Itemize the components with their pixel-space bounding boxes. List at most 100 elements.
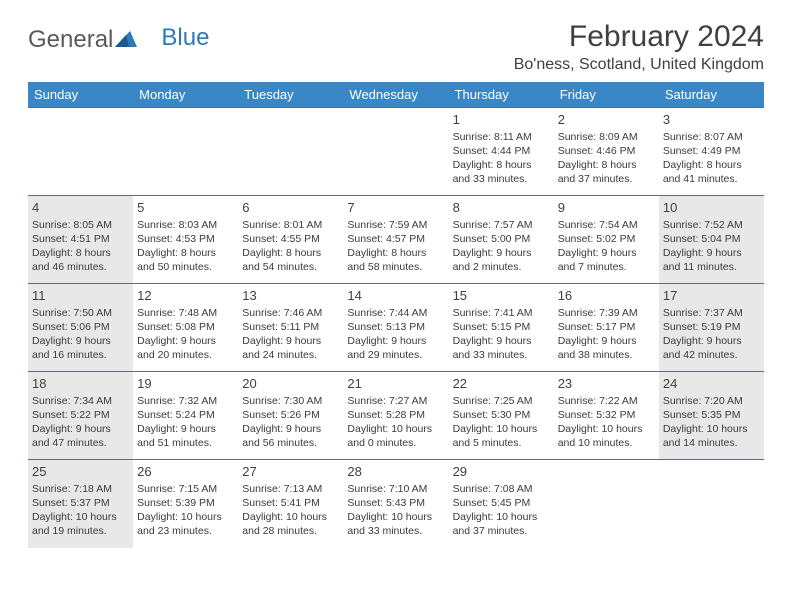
cell-daylight1: Daylight: 9 hours xyxy=(453,334,550,348)
cell-sunset: Sunset: 4:53 PM xyxy=(137,232,234,246)
cell-daylight2: and 47 minutes. xyxy=(32,436,129,450)
calendar-week-row: 18Sunrise: 7:34 AMSunset: 5:22 PMDayligh… xyxy=(28,372,764,460)
calendar-day-cell: 21Sunrise: 7:27 AMSunset: 5:28 PMDayligh… xyxy=(343,372,448,460)
day-number: 25 xyxy=(32,463,129,481)
calendar-day-cell: 15Sunrise: 7:41 AMSunset: 5:15 PMDayligh… xyxy=(449,284,554,372)
calendar-day-cell: 24Sunrise: 7:20 AMSunset: 5:35 PMDayligh… xyxy=(659,372,764,460)
day-number: 19 xyxy=(137,375,234,393)
cell-daylight1: Daylight: 9 hours xyxy=(453,246,550,260)
cell-daylight2: and 16 minutes. xyxy=(32,348,129,362)
cell-daylight2: and 37 minutes. xyxy=(453,524,550,538)
calendar-day-cell: 16Sunrise: 7:39 AMSunset: 5:17 PMDayligh… xyxy=(554,284,659,372)
cell-daylight1: Daylight: 10 hours xyxy=(32,510,129,524)
brand-word1: General xyxy=(28,26,113,54)
cell-daylight1: Daylight: 9 hours xyxy=(558,334,655,348)
day-number: 28 xyxy=(347,463,444,481)
calendar-day-cell xyxy=(659,460,764,548)
cell-daylight1: Daylight: 8 hours xyxy=(137,246,234,260)
cell-daylight1: Daylight: 8 hours xyxy=(242,246,339,260)
cell-daylight2: and 54 minutes. xyxy=(242,260,339,274)
day-number: 21 xyxy=(347,375,444,393)
day-header: Wednesday xyxy=(343,82,448,108)
cell-sunrise: Sunrise: 7:22 AM xyxy=(558,394,655,408)
cell-sunrise: Sunrise: 7:48 AM xyxy=(137,306,234,320)
brand-word2: Blue xyxy=(161,24,209,52)
calendar-day-cell: 20Sunrise: 7:30 AMSunset: 5:26 PMDayligh… xyxy=(238,372,343,460)
cell-sunset: Sunset: 5:30 PM xyxy=(453,408,550,422)
day-number: 27 xyxy=(242,463,339,481)
cell-sunset: Sunset: 5:06 PM xyxy=(32,320,129,334)
cell-daylight2: and 37 minutes. xyxy=(558,172,655,186)
cell-sunrise: Sunrise: 8:05 AM xyxy=(32,218,129,232)
calendar-week-row: 1Sunrise: 8:11 AMSunset: 4:44 PMDaylight… xyxy=(28,108,764,196)
cell-sunset: Sunset: 5:43 PM xyxy=(347,496,444,510)
cell-daylight2: and 58 minutes. xyxy=(347,260,444,274)
cell-daylight1: Daylight: 8 hours xyxy=(663,158,760,172)
day-number: 23 xyxy=(558,375,655,393)
month-title: February 2024 xyxy=(514,20,764,54)
day-number: 24 xyxy=(663,375,760,393)
cell-sunrise: Sunrise: 7:13 AM xyxy=(242,482,339,496)
cell-sunrise: Sunrise: 7:27 AM xyxy=(347,394,444,408)
page-header: General Blue February 2024 Bo'ness, Scot… xyxy=(28,20,764,74)
cell-daylight2: and 56 minutes. xyxy=(242,436,339,450)
cell-daylight1: Daylight: 10 hours xyxy=(663,422,760,436)
cell-sunrise: Sunrise: 8:11 AM xyxy=(453,130,550,144)
calendar-day-cell: 26Sunrise: 7:15 AMSunset: 5:39 PMDayligh… xyxy=(133,460,238,548)
cell-daylight2: and 24 minutes. xyxy=(242,348,339,362)
cell-sunset: Sunset: 5:35 PM xyxy=(663,408,760,422)
cell-sunset: Sunset: 5:13 PM xyxy=(347,320,444,334)
cell-sunrise: Sunrise: 7:50 AM xyxy=(32,306,129,320)
cell-daylight1: Daylight: 9 hours xyxy=(137,334,234,348)
cell-daylight2: and 2 minutes. xyxy=(453,260,550,274)
day-number: 2 xyxy=(558,111,655,129)
cell-daylight2: and 41 minutes. xyxy=(663,172,760,186)
calendar-day-cell: 18Sunrise: 7:34 AMSunset: 5:22 PMDayligh… xyxy=(28,372,133,460)
day-number: 10 xyxy=(663,199,760,217)
day-number: 6 xyxy=(242,199,339,217)
day-header: Monday xyxy=(133,82,238,108)
calendar-day-cell: 14Sunrise: 7:44 AMSunset: 5:13 PMDayligh… xyxy=(343,284,448,372)
cell-daylight1: Daylight: 10 hours xyxy=(453,510,550,524)
cell-daylight2: and 33 minutes. xyxy=(347,524,444,538)
calendar-day-cell: 25Sunrise: 7:18 AMSunset: 5:37 PMDayligh… xyxy=(28,460,133,548)
calendar-body: 1Sunrise: 8:11 AMSunset: 4:44 PMDaylight… xyxy=(28,108,764,548)
calendar-day-cell: 7Sunrise: 7:59 AMSunset: 4:57 PMDaylight… xyxy=(343,196,448,284)
calendar-day-cell: 28Sunrise: 7:10 AMSunset: 5:43 PMDayligh… xyxy=(343,460,448,548)
day-number: 22 xyxy=(453,375,550,393)
cell-sunset: Sunset: 5:08 PM xyxy=(137,320,234,334)
calendar-day-cell: 2Sunrise: 8:09 AMSunset: 4:46 PMDaylight… xyxy=(554,108,659,196)
cell-sunset: Sunset: 5:45 PM xyxy=(453,496,550,510)
calendar-day-cell: 19Sunrise: 7:32 AMSunset: 5:24 PMDayligh… xyxy=(133,372,238,460)
day-number: 15 xyxy=(453,287,550,305)
calendar-day-cell: 11Sunrise: 7:50 AMSunset: 5:06 PMDayligh… xyxy=(28,284,133,372)
day-number: 8 xyxy=(453,199,550,217)
day-header: Saturday xyxy=(659,82,764,108)
cell-daylight2: and 7 minutes. xyxy=(558,260,655,274)
cell-sunrise: Sunrise: 7:18 AM xyxy=(32,482,129,496)
day-number: 16 xyxy=(558,287,655,305)
cell-daylight1: Daylight: 9 hours xyxy=(347,334,444,348)
cell-daylight1: Daylight: 9 hours xyxy=(32,422,129,436)
day-number: 1 xyxy=(453,111,550,129)
cell-daylight1: Daylight: 9 hours xyxy=(663,334,760,348)
cell-daylight2: and 20 minutes. xyxy=(137,348,234,362)
calendar-table: SundayMondayTuesdayWednesdayThursdayFrid… xyxy=(28,82,764,548)
calendar-day-cell: 29Sunrise: 7:08 AMSunset: 5:45 PMDayligh… xyxy=(449,460,554,548)
cell-daylight2: and 29 minutes. xyxy=(347,348,444,362)
cell-daylight2: and 42 minutes. xyxy=(663,348,760,362)
calendar-day-cell: 17Sunrise: 7:37 AMSunset: 5:19 PMDayligh… xyxy=(659,284,764,372)
cell-sunset: Sunset: 4:55 PM xyxy=(242,232,339,246)
day-number: 13 xyxy=(242,287,339,305)
cell-sunrise: Sunrise: 7:20 AM xyxy=(663,394,760,408)
day-number: 26 xyxy=(137,463,234,481)
cell-sunrise: Sunrise: 7:59 AM xyxy=(347,218,444,232)
cell-sunset: Sunset: 5:39 PM xyxy=(137,496,234,510)
cell-sunset: Sunset: 4:49 PM xyxy=(663,144,760,158)
cell-daylight2: and 10 minutes. xyxy=(558,436,655,450)
cell-daylight2: and 23 minutes. xyxy=(137,524,234,538)
day-number: 20 xyxy=(242,375,339,393)
calendar-week-row: 25Sunrise: 7:18 AMSunset: 5:37 PMDayligh… xyxy=(28,460,764,548)
day-number: 3 xyxy=(663,111,760,129)
cell-sunset: Sunset: 5:19 PM xyxy=(663,320,760,334)
